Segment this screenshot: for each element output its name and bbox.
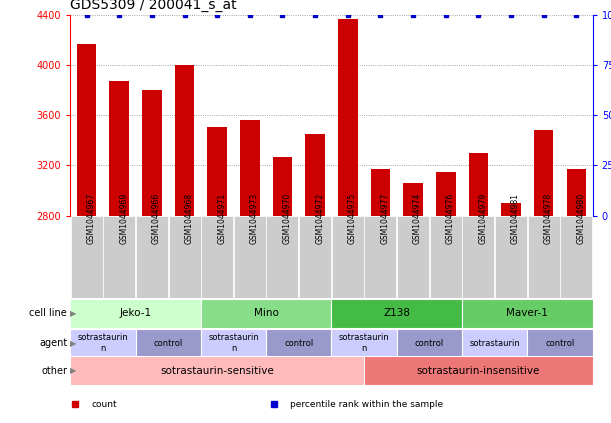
Bar <box>71 216 103 298</box>
Bar <box>527 329 593 357</box>
Bar <box>306 134 325 216</box>
Text: Jeko-1: Jeko-1 <box>120 308 152 319</box>
Bar <box>534 130 554 216</box>
Bar <box>70 299 201 328</box>
Text: GSM1044974: GSM1044974 <box>413 192 422 244</box>
Bar <box>70 356 364 385</box>
Bar <box>371 169 390 216</box>
Text: control: control <box>284 338 313 348</box>
Text: control: control <box>153 338 183 348</box>
Text: count: count <box>91 400 117 409</box>
Bar <box>403 183 423 216</box>
Text: GSM1044978: GSM1044978 <box>544 192 553 244</box>
Bar <box>201 329 266 357</box>
Text: ▶: ▶ <box>70 309 76 318</box>
Text: GSM1044969: GSM1044969 <box>119 192 128 244</box>
Text: GSM1044975: GSM1044975 <box>348 192 357 244</box>
Text: control: control <box>415 338 444 348</box>
Text: GSM1044979: GSM1044979 <box>478 192 488 244</box>
Text: Mino: Mino <box>254 308 279 319</box>
Text: GSM1044970: GSM1044970 <box>282 192 291 244</box>
Text: GSM1044967: GSM1044967 <box>87 192 95 244</box>
Bar <box>462 299 593 328</box>
Text: GSM1044976: GSM1044976 <box>446 192 455 244</box>
Bar <box>77 44 97 216</box>
Text: sotrastaurin
n: sotrastaurin n <box>208 333 259 353</box>
Bar <box>299 216 331 298</box>
Text: GDS5309 / 200041_s_at: GDS5309 / 200041_s_at <box>70 0 237 12</box>
Bar <box>142 90 162 216</box>
Bar <box>136 216 168 298</box>
Text: control: control <box>546 338 574 348</box>
Bar <box>566 169 586 216</box>
Bar <box>495 216 527 298</box>
Text: GSM1044973: GSM1044973 <box>250 192 259 244</box>
Text: Maver-1: Maver-1 <box>507 308 548 319</box>
Bar <box>169 216 200 298</box>
Bar <box>201 216 233 298</box>
Text: sotrastaurin-sensitive: sotrastaurin-sensitive <box>160 365 274 376</box>
Text: GSM1044972: GSM1044972 <box>315 192 324 244</box>
Bar <box>397 329 462 357</box>
Bar <box>560 216 592 298</box>
Bar <box>364 216 397 298</box>
Text: sotrastaurin
n: sotrastaurin n <box>338 333 389 353</box>
Bar <box>266 329 331 357</box>
Bar <box>136 329 201 357</box>
Text: Z138: Z138 <box>383 308 410 319</box>
Bar <box>463 216 494 298</box>
Bar <box>332 216 364 298</box>
Text: cell line: cell line <box>29 308 67 319</box>
Bar <box>109 81 129 216</box>
Text: GSM1044980: GSM1044980 <box>576 192 585 244</box>
Text: ▶: ▶ <box>70 366 76 375</box>
Text: sotrastaurin: sotrastaurin <box>469 338 520 348</box>
Bar <box>207 126 227 216</box>
Text: GSM1044977: GSM1044977 <box>381 192 389 244</box>
Bar <box>436 172 456 216</box>
Bar <box>331 299 462 328</box>
Text: other: other <box>41 365 67 376</box>
Bar <box>462 329 527 357</box>
Text: ▶: ▶ <box>70 338 76 348</box>
Bar <box>501 203 521 216</box>
Bar <box>266 216 299 298</box>
Bar <box>469 153 488 216</box>
Bar <box>273 157 292 216</box>
Bar <box>175 65 194 216</box>
Bar <box>430 216 462 298</box>
Bar <box>70 329 136 357</box>
Bar <box>240 120 260 216</box>
Text: sotrastaurin-insensitive: sotrastaurin-insensitive <box>417 365 540 376</box>
Bar <box>201 299 331 328</box>
Bar <box>234 216 266 298</box>
Text: agent: agent <box>39 338 67 348</box>
Text: GSM1044968: GSM1044968 <box>185 192 194 244</box>
Text: percentile rank within the sample: percentile rank within the sample <box>290 400 443 409</box>
Bar <box>331 329 397 357</box>
Bar <box>103 216 135 298</box>
Text: GSM1044966: GSM1044966 <box>152 192 161 244</box>
Text: GSM1044981: GSM1044981 <box>511 193 520 244</box>
Text: sotrastaurin
n: sotrastaurin n <box>78 333 128 353</box>
Bar <box>364 356 593 385</box>
Bar <box>397 216 429 298</box>
Bar <box>528 216 560 298</box>
Bar <box>338 19 357 216</box>
Text: GSM1044971: GSM1044971 <box>217 192 226 244</box>
